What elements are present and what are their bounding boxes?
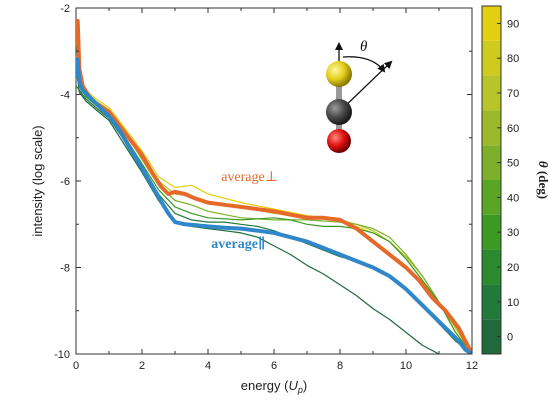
colorbar-ticks: 0 10 20 30 40 50 60 70 80 90 [497, 18, 519, 344]
colorbar-segment [482, 40, 501, 76]
series-average-par [76, 57, 472, 354]
colorbar-segment [482, 214, 501, 250]
oxygen-atom [327, 129, 351, 153]
colorbar-segments [482, 6, 501, 354]
colorbar-segment [482, 319, 501, 354]
colorbar-segment [482, 6, 501, 41]
colorbar-segment [482, 284, 501, 320]
x-tick-label: 4 [205, 360, 211, 372]
x-tick-label: 6 [271, 360, 277, 372]
series-theta-line [76, 59, 472, 354]
series-layer [76, 19, 472, 354]
colorbar-segment [482, 145, 501, 180]
sulfur-atom [326, 61, 352, 87]
colorbar: 0 10 20 30 40 50 60 70 80 90 θ (deg) [481, 5, 549, 355]
y-ticks: -2 -4 -6 -8 -10 [54, 3, 472, 361]
x-tick-label: 2 [139, 360, 145, 372]
colorbar-tick-label: 70 [507, 88, 519, 100]
colorbar-tick-label: 20 [507, 262, 519, 274]
x-tick-label: 12 [466, 360, 478, 372]
colorbar-segment [482, 110, 501, 146]
colorbar-label: θ (deg) [536, 161, 549, 199]
y-tick-label: -6 [60, 176, 70, 188]
colorbar-tick-label: 0 [507, 332, 513, 344]
average-perp-annotation: average⊥ [221, 170, 278, 185]
colorbar-tick-label: 50 [507, 158, 519, 170]
y-axis-label: intensity (log scale) [30, 125, 45, 236]
colorbar-tick-label: 30 [507, 227, 519, 239]
y-tick-label: -4 [60, 90, 70, 102]
series-theta-line [76, 29, 472, 354]
colorbar-tick-label: 40 [507, 192, 519, 204]
y-tick-label: -10 [54, 349, 70, 361]
colorbar-segment [482, 75, 501, 111]
y-tick-label: -8 [60, 263, 70, 275]
series-theta-line [76, 33, 472, 354]
x-tick-label: 0 [73, 360, 79, 372]
theta-symbol: θ [360, 39, 368, 55]
average-par-annotation: average∥ [211, 236, 265, 252]
carbon-atom [326, 99, 352, 125]
theta-arc [342, 56, 386, 73]
x-ticks: 0 2 4 6 8 10 12 [73, 8, 478, 372]
colorbar-tick-label: 80 [507, 53, 519, 65]
x-tick-label: 10 [400, 360, 412, 372]
molecule-inset: θ [326, 39, 393, 153]
series-theta-line [76, 64, 440, 354]
x-axis-label: energy (Up) [241, 378, 307, 395]
y-tick-label: -2 [60, 3, 70, 15]
colorbar-tick-label: 60 [507, 123, 519, 135]
colorbar-segment [482, 180, 501, 215]
colorbar-tick-label: 90 [507, 18, 519, 30]
x-tick-label: 8 [337, 360, 343, 372]
colorbar-frame [481, 5, 502, 355]
series-average-perp [76, 19, 472, 354]
colorbar-tick-label: 10 [507, 297, 519, 309]
colorbar-segment [482, 249, 501, 285]
